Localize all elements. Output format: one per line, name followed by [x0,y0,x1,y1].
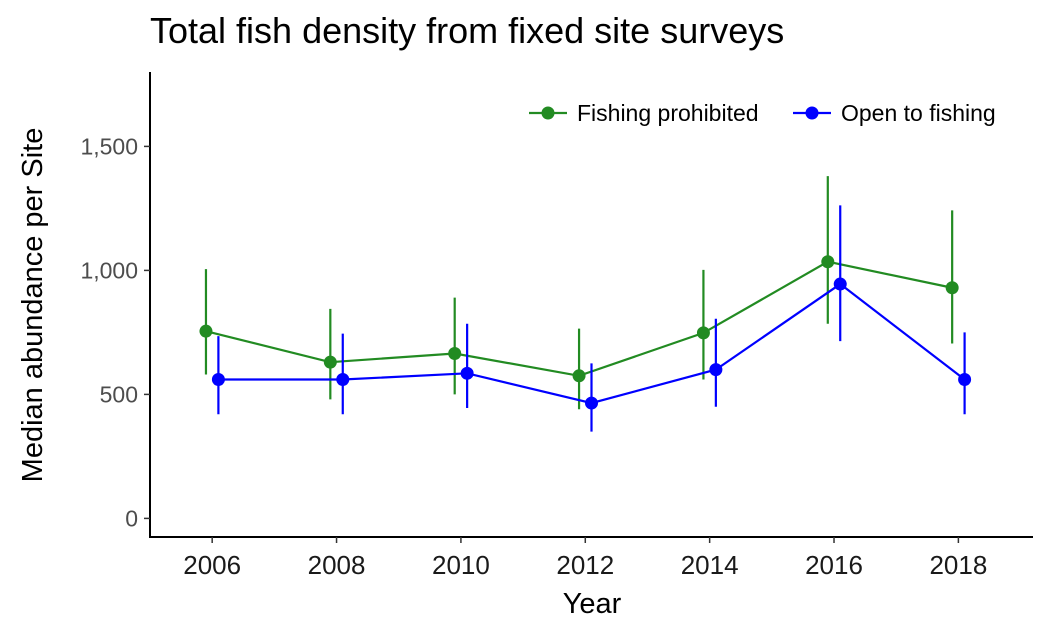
x-tick-label: 2014 [681,550,739,580]
data-point [945,281,959,295]
series-open-to-fishing [211,205,972,432]
data-point [460,366,474,380]
series-layer [199,176,972,432]
y-axis-title: Median abundance per Site [17,128,49,483]
data-point [821,255,835,269]
data-point [585,396,598,410]
legend-label: Open to fishing [841,100,996,126]
y-tick-label: 500 [100,381,138,407]
data-point [211,373,225,387]
legend-marker [805,106,819,120]
legend-label: Fishing prohibited [577,100,759,126]
x-tick-label: 2016 [805,550,863,580]
x-ticks: 2006 2008 2010 2012 2014 2016 2018 [183,537,987,580]
data-point [958,373,972,387]
data-point [448,346,462,360]
series-fishing-prohibited [199,176,959,410]
y-tick-label: 1,000 [80,257,138,283]
data-point [833,277,847,291]
x-axis-title: Year [563,588,622,620]
x-tick-label: 2018 [929,550,987,580]
data-point [572,369,586,383]
legend: Fishing prohibited Open to fishing [529,100,996,126]
legend-item-fishing-prohibited: Fishing prohibited [529,100,759,126]
data-point [696,326,710,340]
data-point [336,373,350,387]
data-point [323,355,337,369]
legend-marker [541,106,555,120]
x-tick-label: 2010 [432,550,490,580]
y-tick-label: 0 [125,505,138,531]
x-tick-label: 2012 [556,550,614,580]
y-tick-label: 1,500 [80,133,138,159]
data-point [709,363,723,377]
x-tick-label: 2008 [308,550,366,580]
chart-title: Total fish density from fixed site surve… [150,10,784,51]
legend-item-open-to-fishing: Open to fishing [793,100,996,126]
data-point [199,324,213,338]
x-tick-label: 2006 [183,550,241,580]
y-ticks: 0 500 1,000 1,500 [80,133,150,531]
